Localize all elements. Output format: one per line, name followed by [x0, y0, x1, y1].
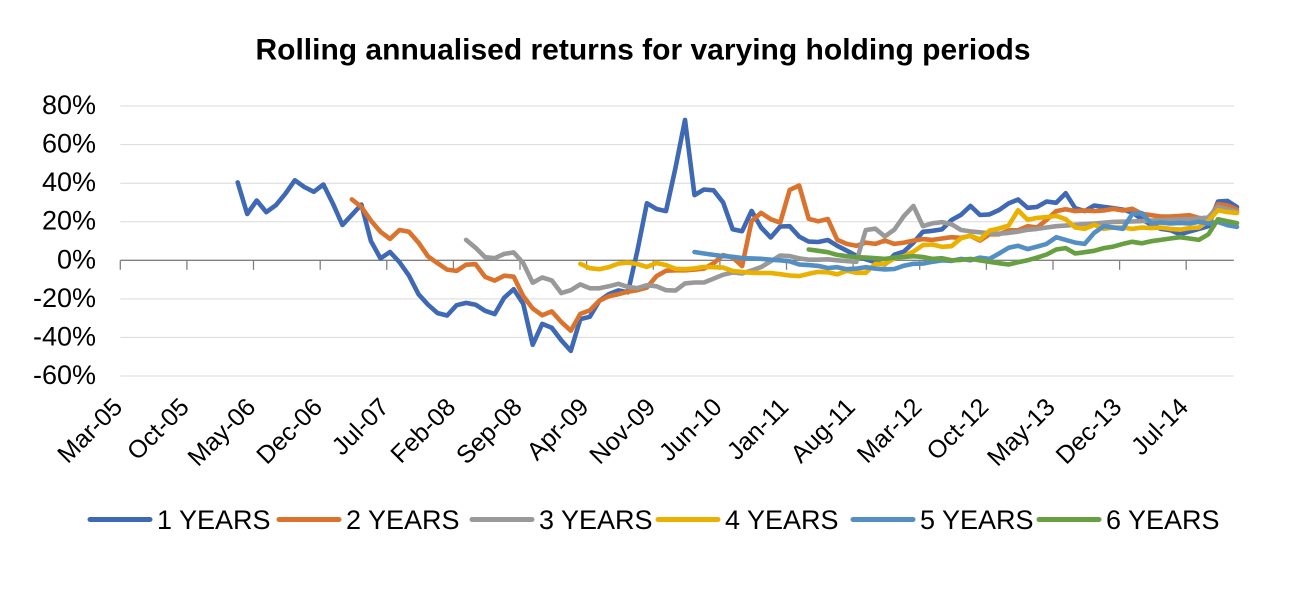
- svg-text:40%: 40%: [42, 167, 96, 197]
- svg-text:-40%: -40%: [33, 321, 96, 351]
- svg-text:-60%: -60%: [33, 360, 96, 390]
- svg-text:4 YEARS: 4 YEARS: [725, 505, 839, 535]
- svg-text:6 YEARS: 6 YEARS: [1106, 505, 1220, 535]
- svg-text:Rolling annualised returns for: Rolling annualised returns for varying h…: [255, 34, 1030, 67]
- svg-text:-20%: -20%: [33, 283, 96, 313]
- svg-text:20%: 20%: [42, 206, 96, 236]
- svg-text:5 YEARS: 5 YEARS: [920, 505, 1034, 535]
- svg-text:1 YEARS: 1 YEARS: [157, 505, 271, 535]
- svg-text:60%: 60%: [42, 129, 96, 159]
- svg-text:80%: 80%: [42, 90, 96, 120]
- svg-text:2 YEARS: 2 YEARS: [346, 505, 460, 535]
- svg-text:3 YEARS: 3 YEARS: [539, 505, 653, 535]
- svg-text:0%: 0%: [57, 244, 96, 274]
